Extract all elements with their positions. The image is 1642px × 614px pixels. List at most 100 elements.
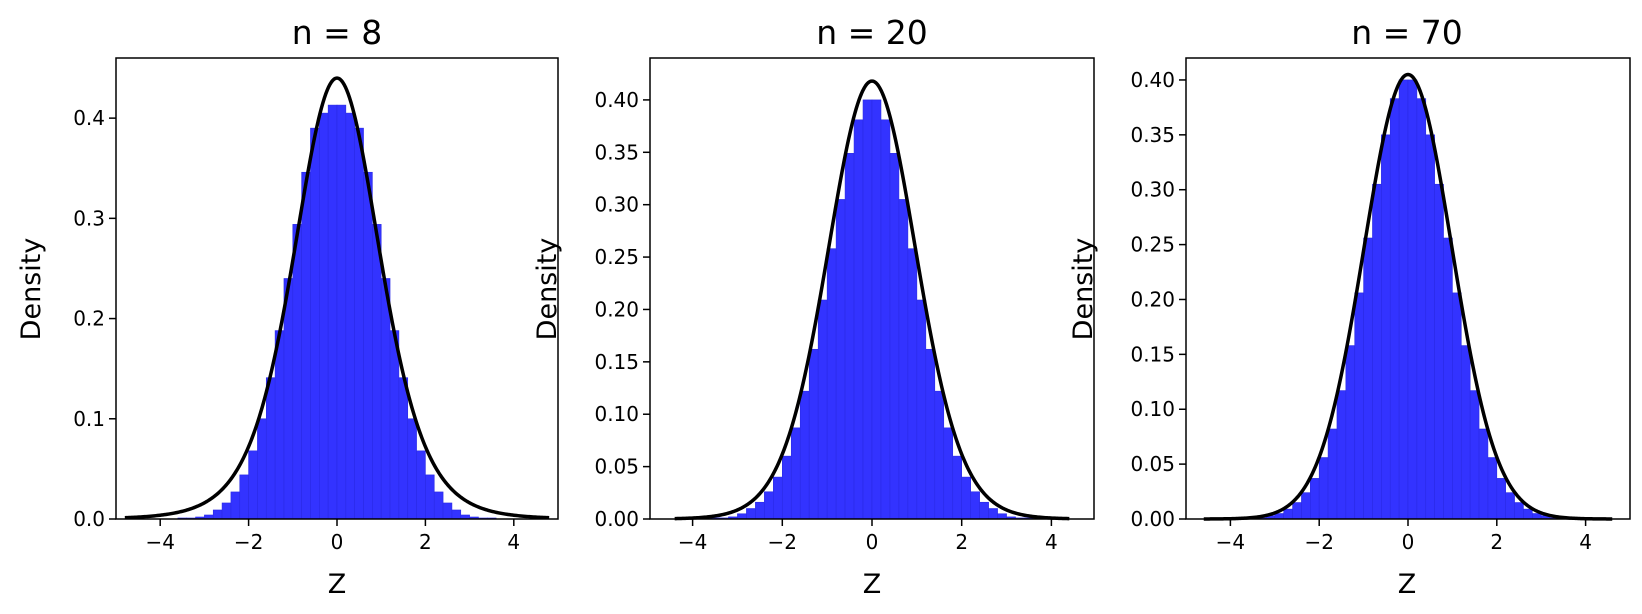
y-tick-label: 0.25	[594, 245, 639, 269]
y-tick-label: 0.15	[1130, 342, 1175, 366]
x-tick-label: −2	[768, 530, 797, 554]
y-tick-label: 0.2	[73, 307, 105, 331]
histogram-bar	[1452, 292, 1462, 520]
histogram-bar	[988, 508, 998, 520]
histogram-bar	[790, 427, 801, 520]
histogram-bar	[1327, 428, 1338, 520]
histogram-bar	[1532, 513, 1542, 520]
histogram-bar	[1514, 502, 1524, 520]
histogram-bar	[292, 224, 302, 520]
y-tick-label: 0.00	[594, 507, 639, 531]
histogram-bar	[943, 427, 954, 520]
panel-n8: n = 8 Density Z −4 −2 0 2 4 0.0 0.1 0.2 0.3 0.4	[16, 13, 559, 600]
histogram-bar	[746, 508, 756, 520]
plot-frame	[649, 57, 1095, 520]
histogram-bar	[880, 119, 891, 520]
histogram-bar	[310, 127, 320, 520]
x-tick-label: 0	[1402, 530, 1415, 554]
histogram-bars	[710, 99, 1034, 520]
histogram-bar	[1318, 457, 1329, 520]
y-axis-label: Density	[1068, 238, 1099, 341]
y-axis-label: Density	[532, 238, 563, 341]
chart-title: n = 70	[1351, 13, 1463, 52]
histogram-bars	[1247, 79, 1569, 520]
density-curve	[124, 76, 550, 520]
histogram-bar	[1496, 478, 1506, 520]
histogram-bar	[1381, 134, 1391, 520]
histogram-bar	[345, 112, 355, 520]
panel-n70: n = 70 Density Z −4 −2 0 2 4 0.00 0.05 0.10 0.1…	[1068, 13, 1631, 600]
histogram-bar	[1274, 513, 1284, 520]
histogram-bar	[862, 99, 873, 520]
x-tick-label: −2	[234, 530, 263, 554]
y-ticks: 0.00 0.05 0.10 0.15 0.20 0.25 0.30 0.35 0.40	[1130, 68, 1186, 531]
histogram-bar	[764, 491, 774, 520]
chart-title: n = 8	[292, 13, 383, 52]
histogram-bar	[853, 119, 864, 520]
histogram-bar	[934, 390, 945, 520]
y-tick-label: 0.05	[1130, 452, 1175, 476]
histogram-bar	[1478, 428, 1489, 520]
x-tick-label: 0	[331, 530, 344, 554]
chart-title: n = 20	[816, 13, 928, 52]
x-ticks: −4 −2 0 2 4	[145, 519, 520, 554]
y-tick-label: 0.05	[594, 455, 639, 479]
histogram-bar	[755, 501, 765, 520]
histogram-bar	[1389, 98, 1400, 520]
histogram-bar	[363, 171, 373, 520]
histogram-bar	[265, 377, 276, 520]
histogram-bar	[1292, 502, 1302, 520]
histogram-bar	[389, 330, 400, 520]
panel-n20: n = 20 Density Z −4 −2 0 2 4 0.00 0.05 0.10 0.1…	[532, 13, 1095, 600]
y-tick-label: 0.00	[1130, 507, 1175, 531]
y-ticks: 0.00 0.05 0.10 0.15 0.20 0.25 0.30 0.35 0.40	[594, 88, 650, 531]
histogram-bar	[799, 390, 810, 520]
x-tick-label: −4	[678, 530, 707, 554]
histogram-bar	[1407, 79, 1418, 520]
x-ticks: −4 −2 0 2 4	[678, 519, 1058, 554]
histogram-bar	[257, 418, 267, 520]
histogram-bar	[1398, 79, 1409, 520]
histogram-bar	[1434, 183, 1444, 520]
y-tick-label: 0.1	[73, 407, 105, 431]
histogram-bar	[1363, 237, 1373, 520]
y-tick-label: 0.15	[594, 350, 639, 374]
histogram-bar	[826, 248, 837, 520]
histogram-bar	[871, 99, 882, 520]
x-ticks: −4 −2 0 2 4	[1216, 519, 1592, 554]
x-axis-label: Z	[328, 569, 347, 600]
histogram-bar	[925, 348, 936, 520]
histogram-bar	[844, 153, 855, 520]
histogram-bar	[1487, 457, 1498, 520]
histogram-bar	[407, 418, 417, 520]
histogram-bar	[1505, 492, 1515, 520]
histogram-bar	[230, 491, 241, 520]
y-tick-label: 0.10	[1130, 397, 1175, 421]
y-ticks: 0.0 0.1 0.2 0.3 0.4	[73, 106, 116, 531]
x-tick-label: 2	[419, 530, 432, 554]
histogram-bar	[372, 224, 382, 520]
y-tick-label: 0.40	[594, 88, 639, 112]
histogram-bar	[916, 299, 927, 520]
histogram-bar	[907, 248, 918, 520]
x-axis-label: Z	[1398, 569, 1417, 600]
x-tick-label: 0	[866, 530, 879, 554]
histogram-bar	[817, 299, 828, 520]
histogram-bar	[327, 104, 338, 520]
histogram-bar	[952, 455, 962, 520]
y-tick-label: 0.40	[1130, 68, 1175, 92]
histogram-bar	[1416, 98, 1427, 520]
y-tick-label: 0.35	[594, 140, 639, 164]
histogram-bar	[1469, 390, 1480, 520]
histogram-bar	[961, 476, 971, 520]
histogram-bar	[221, 502, 232, 520]
histogram-bar	[442, 502, 453, 520]
plot-frame	[1185, 57, 1631, 520]
histogram-bar	[301, 171, 311, 520]
histogram-bar	[1372, 183, 1382, 520]
y-tick-label: 0.10	[594, 402, 639, 426]
x-tick-label: −4	[145, 530, 174, 554]
histogram-bar	[283, 278, 294, 520]
histogram-bar	[889, 153, 900, 520]
histogram-bar	[970, 491, 980, 520]
